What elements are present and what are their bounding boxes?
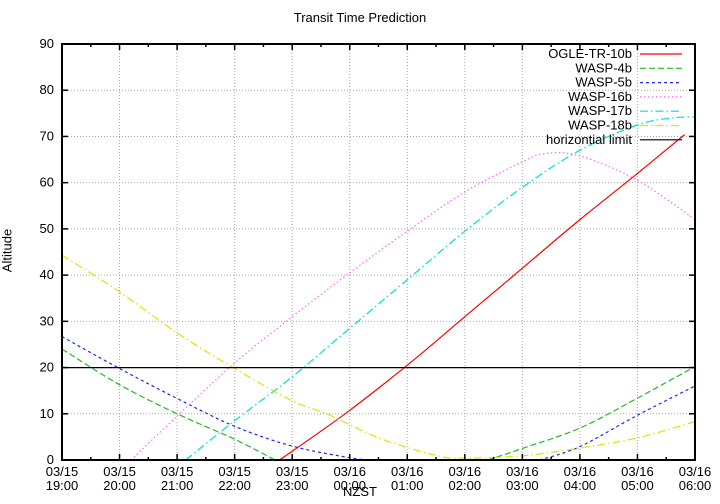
x-tick-label-date: 03/16 [449,464,482,479]
legend-label-wasp-17b: WASP-17b [568,103,632,118]
chart-title: Transit Time Prediction [293,10,427,25]
x-tick-label-time: 05:00 [621,478,654,493]
x-tick-label-date: 03/16 [621,464,654,479]
x-tick-label-date: 03/16 [391,464,424,479]
x-tick-label-date: 03/15 [218,464,251,479]
x-tick-label-date: 03/15 [276,464,309,479]
x-tick-label-date: 03/15 [103,464,136,479]
y-axis-label: Altitude [0,228,15,273]
x-tick-label-time: 06:00 [679,478,712,493]
y-tick-label: 30 [40,313,54,328]
series-line-wasp-5b [539,385,696,461]
y-tick-label: 70 [40,128,54,143]
x-tick-label-time: 04:00 [564,478,597,493]
series-line-wasp-5b [61,336,370,461]
legend-label-wasp-4b: WASP-4b [575,60,632,75]
x-tick-label-date: 03/16 [333,464,366,479]
x-tick-label-date: 03/15 [46,464,79,479]
x-tick-label-time: 23:00 [276,478,309,493]
x-tick-label-time: 03:00 [506,478,539,493]
series-line-wasp-17b [185,116,696,461]
y-tick-label: 90 [40,36,54,51]
x-tick-label-time: 02:00 [449,478,482,493]
legend-label-wasp-5b: WASP-5b [575,75,632,90]
legend-label-wasp-18b: WASP-18b [568,118,632,133]
y-tick-label: 60 [40,175,54,190]
x-tick-label-time: 22:00 [218,478,251,493]
series-line-wasp-16b [130,152,696,461]
x-tick-label-date: 03/15 [161,464,194,479]
legend-label-ogle-tr-10b: OGLE-TR-10b [548,46,632,61]
y-tick-label: 10 [40,406,54,421]
y-tick-label: 50 [40,221,54,236]
y-tick-label: 20 [40,360,54,375]
y-tick-label: 80 [40,82,54,97]
x-tick-label-time: 00:00 [333,478,366,493]
x-tick-label-time: 19:00 [46,478,79,493]
x-tick-label-date: 03/16 [564,464,597,479]
legend-label-horizontial-limit: horizontial limit [546,132,632,147]
series-line-wasp-18b [61,254,696,459]
legend-label-wasp-16b: WASP-16b [568,89,632,104]
x-tick-label-date: 03/16 [506,464,539,479]
y-tick-label: 40 [40,267,54,282]
x-tick-label-time: 20:00 [103,478,136,493]
series-line-ogle-tr-10b [279,134,685,461]
y-tick-label: 0 [47,452,54,467]
x-tick-label-time: 21:00 [161,478,194,493]
x-tick-label-time: 01:00 [391,478,424,493]
x-tick-label-date: 03/16 [679,464,712,479]
x-axis-label: NZST [343,484,377,499]
series-line-wasp-4b [61,348,276,461]
